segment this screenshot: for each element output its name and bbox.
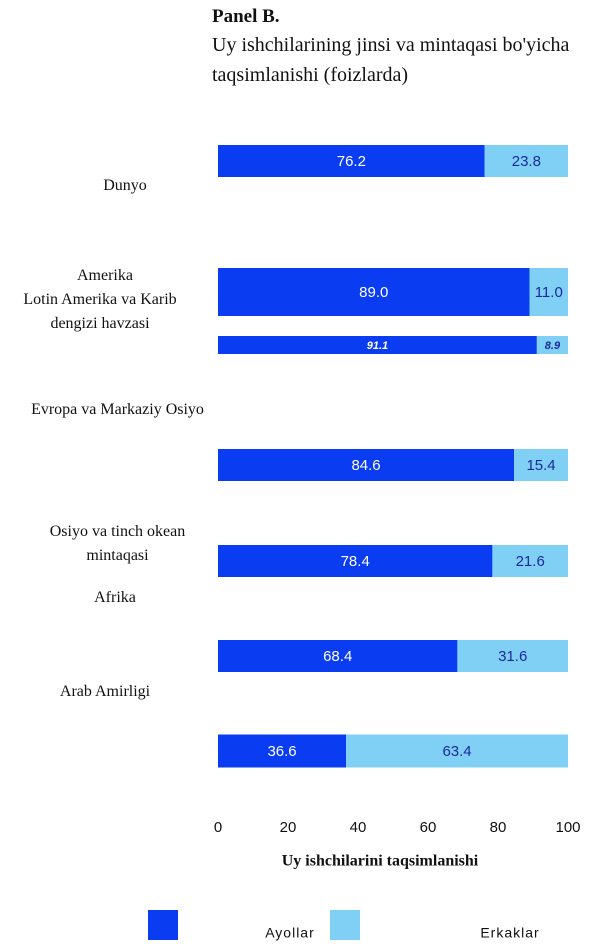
legend-swatch <box>148 910 178 940</box>
value-label: 78.4 <box>341 553 370 570</box>
category-label: Arab Amirligi <box>59 683 151 700</box>
legend-label: Ayollar <box>265 925 315 941</box>
bar-segment <box>218 734 347 768</box>
value-label: 8.9 <box>545 340 561 352</box>
legend-swatch <box>330 910 360 940</box>
value-label: 11.0 <box>535 284 563 301</box>
x-tick-label: 80 <box>490 819 507 836</box>
bar-segment <box>529 268 568 316</box>
bar-segment <box>492 545 568 577</box>
legend-label: Erkaklar <box>480 925 539 941</box>
bar-segment <box>218 145 485 177</box>
bar-segment <box>218 268 530 316</box>
bar-segment <box>457 640 568 672</box>
bar-segment <box>484 145 568 177</box>
category-label: Dunyo <box>103 177 147 194</box>
bar-segment <box>536 336 568 354</box>
bar-segment <box>514 449 568 481</box>
category-label: Amerika <box>77 267 133 284</box>
value-label: 84.6 <box>351 457 380 474</box>
value-label: 21.6 <box>516 553 545 570</box>
value-label: 15.4 <box>526 457 555 474</box>
category-label: Osiyo va tinch okean mintaqasi <box>49 523 186 564</box>
x-tick-label: 40 <box>350 819 367 836</box>
bar-segment <box>218 449 515 481</box>
bar-segment <box>346 734 568 768</box>
category-label: Afrika <box>94 589 136 606</box>
value-label: 23.8 <box>512 153 541 170</box>
chart-title: Panel B. <box>212 6 280 27</box>
category-label: Evropa va Markaziy Osiyo <box>31 401 204 418</box>
value-label: 36.6 <box>267 743 296 760</box>
x-axis-label: Uy ishchilarini taqsimlanishi <box>282 853 479 870</box>
category-label: Lotin Amerika va Karib dengizi havzasi <box>23 291 177 332</box>
value-label: 89.0 <box>359 284 388 301</box>
value-label: 76.2 <box>337 153 366 170</box>
value-label: 68.4 <box>323 648 352 665</box>
bar-segment <box>218 336 537 354</box>
chart-subtitle: Uy ishchilarining jinsi va mintaqasi bo'… <box>212 34 570 86</box>
x-tick-label: 0 <box>214 819 222 836</box>
value-label: 63.4 <box>442 743 471 760</box>
value-label: 31.6 <box>498 648 527 665</box>
bar-segment <box>218 545 493 577</box>
bar-segment <box>218 640 458 672</box>
x-tick-label: 100 <box>555 819 580 836</box>
x-tick-label: 20 <box>280 819 297 836</box>
x-tick-label: 60 <box>420 819 437 836</box>
value-label: 91.1 <box>367 340 388 352</box>
